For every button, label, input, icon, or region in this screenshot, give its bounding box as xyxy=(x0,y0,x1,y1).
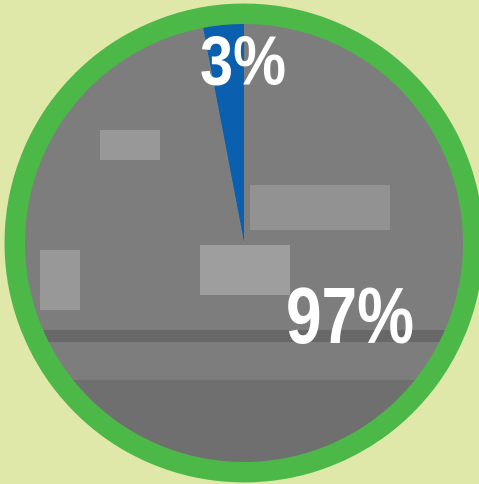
labels: 3% 97% xyxy=(200,21,414,361)
pie-slice xyxy=(202,24,244,243)
data-label: 97% xyxy=(286,271,414,360)
pie-ring xyxy=(4,3,479,483)
data-label: 3% xyxy=(200,21,286,100)
pie-slice xyxy=(25,24,463,462)
pie xyxy=(25,24,463,462)
